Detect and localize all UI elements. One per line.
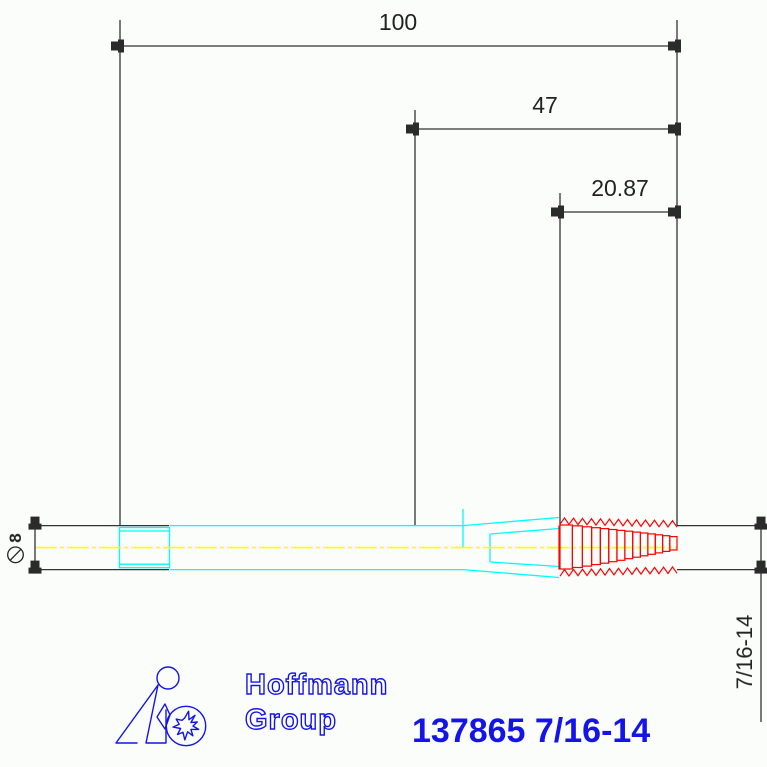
svg-text:100: 100: [379, 9, 417, 35]
svg-text:47: 47: [532, 92, 558, 118]
svg-text:20.87: 20.87: [591, 175, 649, 201]
